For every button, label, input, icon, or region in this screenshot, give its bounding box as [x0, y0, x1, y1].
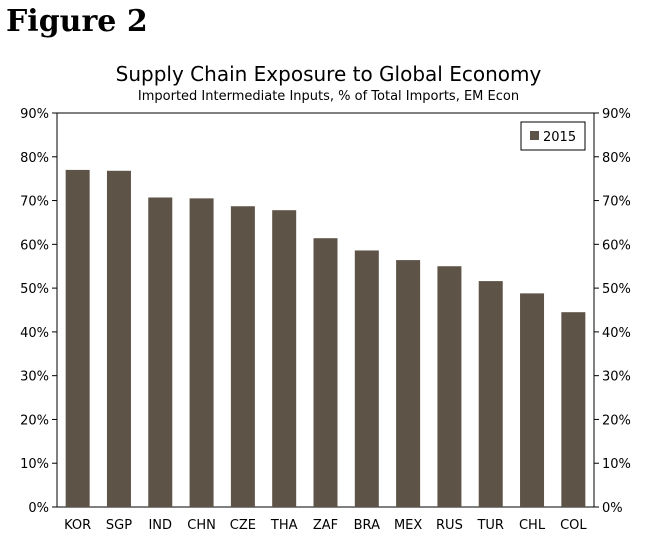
bar-chl: [520, 293, 545, 507]
x-tick-label-chn: CHN: [187, 518, 216, 533]
left-tick-label: 40%: [20, 326, 49, 341]
left-tick-label: 50%: [20, 282, 49, 297]
left-y-axis: 0% 10% 20% 30% 40% 50% 60% 70% 80% 90%: [20, 107, 57, 516]
right-tick-label: 30%: [602, 370, 631, 385]
right-tick-label: 10%: [602, 457, 631, 472]
left-tick-label: 0%: [28, 501, 49, 516]
left-tick-label: 90%: [20, 107, 49, 122]
bar-sgp: [106, 170, 131, 507]
x-tick-label-col: COL: [560, 518, 587, 533]
right-tick-label: 90%: [602, 107, 631, 122]
bar-kor: [65, 169, 90, 507]
chart-subtitle: Imported Intermediate Inputs, % of Total…: [137, 89, 520, 104]
bar-rus: [437, 266, 462, 507]
right-tick-label: 0%: [602, 501, 623, 516]
right-tick-label: 60%: [602, 238, 631, 253]
right-tick-label: 40%: [602, 326, 631, 341]
right-tick-label: 70%: [602, 195, 631, 210]
x-tick-label-tur: TUR: [476, 518, 504, 533]
x-tick-label-zaf: ZAF: [313, 518, 338, 533]
x-tick-label-tha: THA: [270, 518, 298, 533]
right-tick-label: 20%: [602, 413, 631, 428]
left-tick-label: 20%: [20, 413, 49, 428]
right-tick-label: 50%: [602, 282, 631, 297]
x-tick-label-mex: MEX: [394, 518, 422, 533]
bar-ind: [148, 197, 173, 508]
legend: 2015: [520, 121, 586, 151]
bar-tur: [478, 281, 503, 507]
x-tick-label-rus: RUS: [436, 518, 463, 533]
chart-title: Supply Chain Exposure to Global Economy: [115, 62, 542, 86]
bar-chn: [189, 198, 214, 507]
left-tick-label: 70%: [20, 195, 49, 210]
bars-layer: [65, 169, 586, 508]
figure-label: Figure 2: [6, 4, 148, 39]
legend-swatch: [530, 131, 539, 140]
x-axis: KOR SGP IND CHN CZE THA ZAF BRA MEX RUS TUR CHL COL: [64, 518, 587, 533]
bar-bra: [354, 250, 379, 507]
left-tick-label: 60%: [20, 238, 49, 253]
right-tick-label: 80%: [602, 151, 631, 166]
x-tick-label-chl: CHL: [519, 518, 546, 533]
bar-tha: [272, 210, 297, 508]
bar-cze: [230, 206, 255, 507]
left-tick-label: 30%: [20, 370, 49, 385]
left-tick-label: 80%: [20, 151, 49, 166]
bar-mex: [396, 260, 421, 507]
x-tick-label-bra: BRA: [354, 518, 380, 533]
x-tick-label-kor: KOR: [64, 518, 91, 533]
legend-label-2015: 2015: [543, 130, 576, 145]
x-tick-label-ind: IND: [148, 518, 172, 533]
right-y-axis: 0% 10% 20% 30% 40% 50% 60% 70% 80% 90%: [594, 107, 631, 516]
bar-zaf: [313, 238, 338, 507]
x-tick-label-sgp: SGP: [106, 518, 132, 533]
left-tick-label: 10%: [20, 457, 49, 472]
bar-col: [561, 312, 586, 507]
x-tick-label-cze: CZE: [230, 518, 256, 533]
